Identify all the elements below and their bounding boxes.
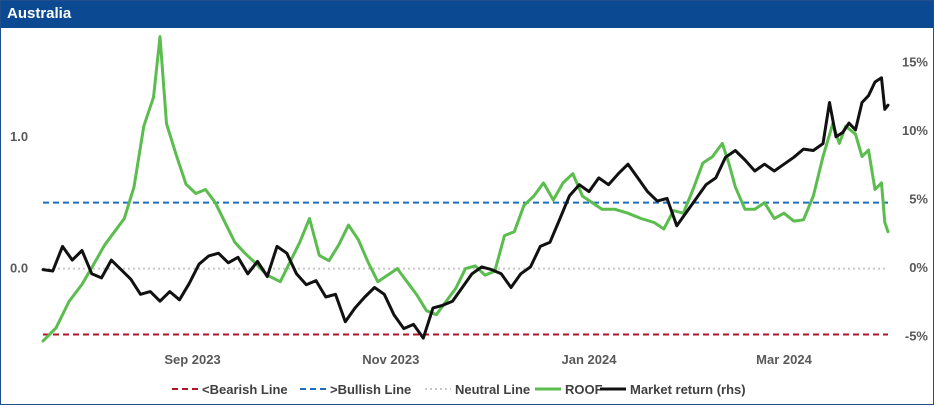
reference-lines bbox=[43, 201, 888, 336]
chart-title: Australia bbox=[7, 5, 72, 22]
x-tick-label: Jan 2024 bbox=[562, 352, 618, 367]
left-tick-label: 1.0 bbox=[10, 129, 28, 144]
legend-label: <Bearish Line bbox=[202, 382, 288, 397]
right-tick-label: 10% bbox=[902, 123, 928, 138]
series-lines bbox=[41, 35, 890, 343]
series-line-roof bbox=[41, 35, 890, 343]
x-tick-label: Nov 2023 bbox=[362, 352, 419, 367]
legend-label: Neutral Line bbox=[455, 382, 530, 397]
legend-label: ROOF bbox=[565, 382, 603, 397]
x-tick-label: Mar 2024 bbox=[756, 352, 812, 367]
legend: <Bearish Line >Bullish Line Neutral Line RO… bbox=[172, 382, 746, 397]
left-axis: 1.0 0.0 bbox=[10, 129, 28, 276]
right-tick-label: 15% bbox=[902, 54, 928, 69]
legend-label: >Bullish Line bbox=[330, 382, 411, 397]
legend-label: Market return (rhs) bbox=[630, 382, 746, 397]
x-axis: Sep 2023 Nov 2023 Jan 2024 Mar 2024 bbox=[164, 352, 812, 367]
left-tick-label: 0.0 bbox=[10, 261, 28, 276]
x-tick-label: Sep 2023 bbox=[164, 352, 220, 367]
series-line-market-return bbox=[41, 76, 890, 340]
right-axis: 15% 10% 5% 0% -5% bbox=[902, 54, 928, 343]
right-tick-label: 0% bbox=[909, 260, 928, 275]
right-tick-label: -5% bbox=[905, 328, 929, 343]
right-tick-label: 5% bbox=[909, 191, 928, 206]
title-bar: Australia bbox=[1, 1, 933, 28]
